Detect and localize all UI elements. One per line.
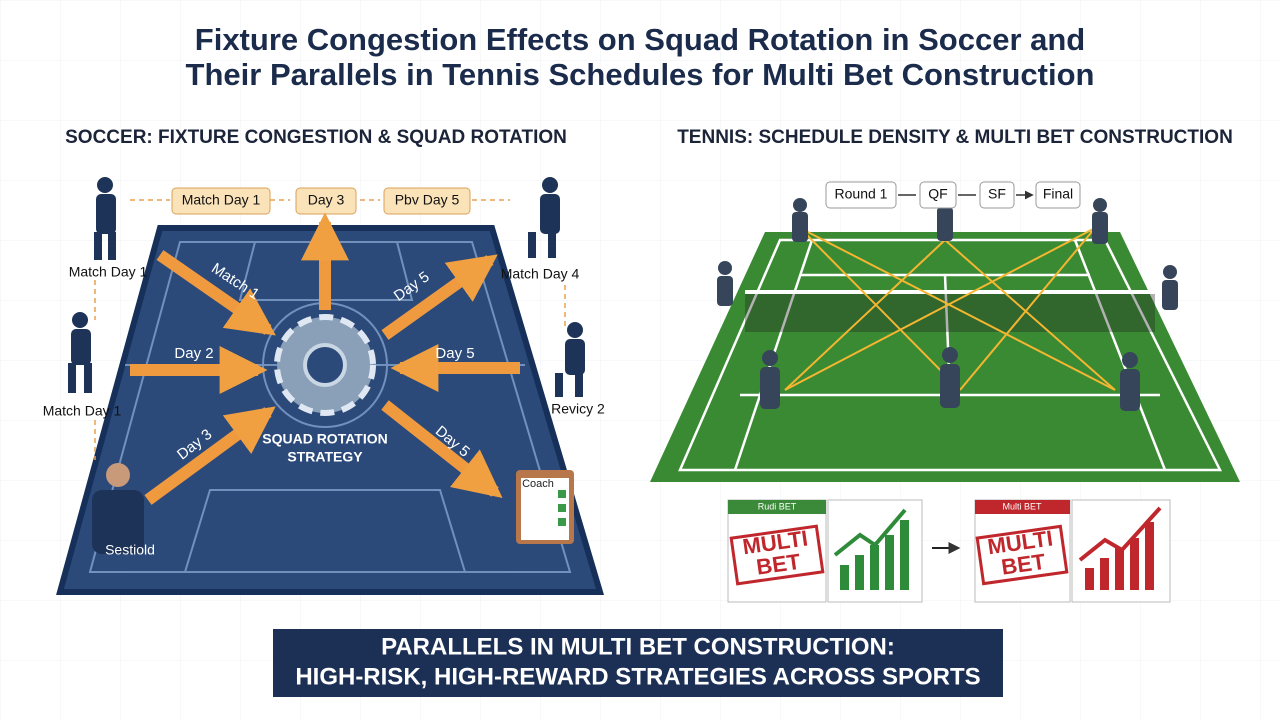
round-label: Round 1 <box>835 186 888 202</box>
flow-label: Day 3 <box>308 192 345 208</box>
net <box>745 290 1155 332</box>
slip-stamp: BET <box>755 549 803 580</box>
round-chips <box>825 181 1081 209</box>
slip-tag: Multi BET <box>1002 501 1042 511</box>
flow-label: Match Day 1 <box>182 192 261 208</box>
slip-tag: Rudi BET <box>758 501 797 511</box>
round-label: Final <box>1043 186 1073 202</box>
flow-label: Pbv Day 5 <box>395 192 460 208</box>
arrow-label: Day 2 <box>174 345 213 362</box>
section-heading: TENNIS: SCHEDULE DENSITY & MULTI BET CON… <box>677 127 1233 148</box>
flow-chips: Match Day 1 Day 3 Pbv Day 5 <box>171 187 471 215</box>
center-label: SQUAD ROTATION <box>262 431 387 447</box>
round-label: QF <box>928 186 947 202</box>
connection-lines <box>784 227 1116 391</box>
clipboard <box>516 470 574 544</box>
player-label: Match Day 1 <box>69 264 148 280</box>
clipboard-label: Coach <box>522 478 554 490</box>
players <box>68 177 585 554</box>
flow-chip <box>171 187 271 215</box>
title-line: Fixture Congestion Effects on Squad Rota… <box>195 22 1085 57</box>
banner <box>273 629 1003 697</box>
player-label: Match Day 4 <box>501 266 580 282</box>
center-label: STRATEGY <box>287 449 363 465</box>
bet-slip <box>727 499 923 603</box>
dashed-links <box>94 199 566 460</box>
title-line: Their Parallels in Tennis Schedules for … <box>186 57 1095 92</box>
player-label: Revicy 2 <box>551 401 605 417</box>
gear <box>274 314 376 416</box>
round-label: SF <box>988 186 1006 202</box>
section-heading: SOCCER: FIXTURE CONGESTION & SQUAD ROTAT… <box>65 127 567 148</box>
flow-chip <box>383 187 471 215</box>
rotation-arrows <box>130 212 520 505</box>
player-label: Match Day 1 <box>43 403 122 419</box>
slip-stamp: BET <box>1000 549 1048 580</box>
arrow-label: Day 5 <box>435 345 474 362</box>
banner-line: HIGH-RISK, HIGH-REWARD STRATEGIES ACROSS… <box>295 663 980 690</box>
banner-line: PARALLELS IN MULTI BET CONSTRUCTION: <box>381 633 895 660</box>
player-label: Sestiold <box>105 542 155 558</box>
bet-slip <box>974 499 1171 603</box>
